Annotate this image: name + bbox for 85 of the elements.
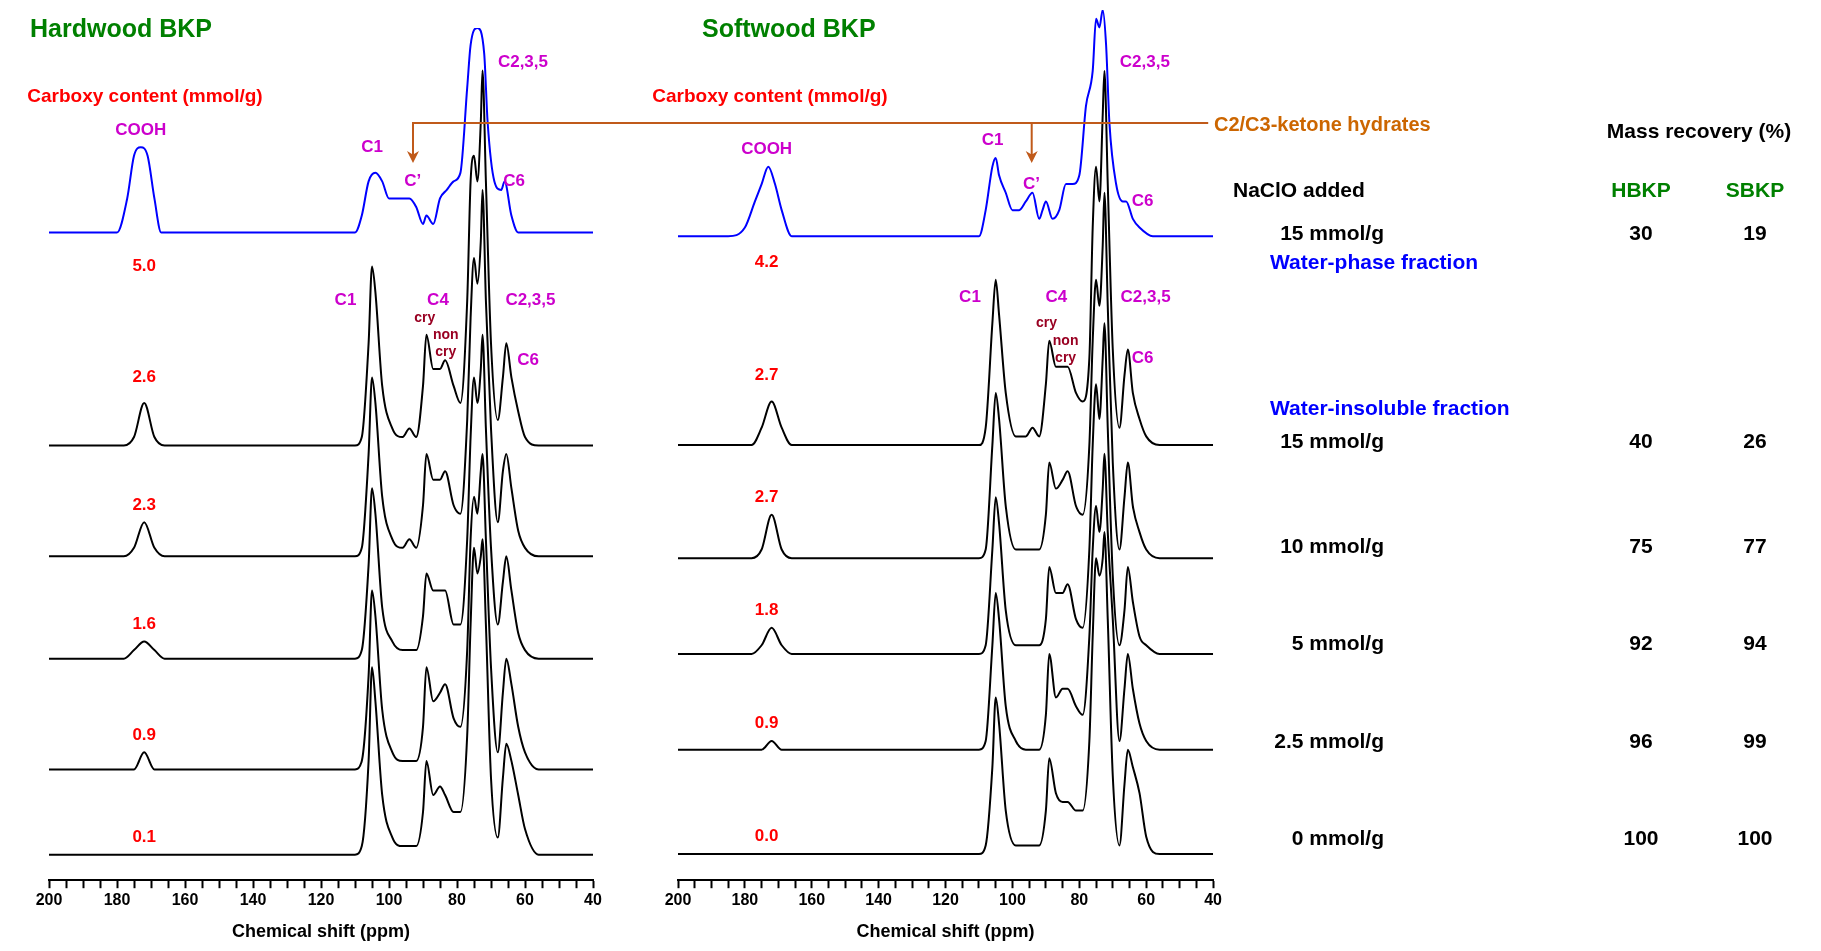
x-tick-label: 200 (664, 891, 692, 909)
text: 30 (1629, 220, 1653, 244)
x-tick-label: 140 (865, 891, 893, 909)
x-tick-label: 120 (307, 891, 335, 909)
x-tick-label: 100 (375, 891, 403, 909)
x-tick-label: 100 (999, 891, 1026, 909)
annotation: C6 (503, 171, 525, 191)
annotation: C’ (404, 171, 422, 191)
annotation: 2.7 (754, 487, 779, 506)
annotation: Carboxy content (mmol/g) (27, 85, 263, 107)
annotation: C2,3,5 (1119, 51, 1170, 71)
annotation: non (1052, 331, 1079, 348)
x-tick-label: 60 (516, 891, 534, 909)
annotation: Carboxy content (mmol/g) (652, 85, 888, 107)
text: 2.5 mmol/g (1274, 728, 1384, 752)
annotation: cry (414, 308, 436, 325)
x-tick-label: 160 (171, 891, 199, 909)
text: 19 (1743, 220, 1767, 244)
annotation: 0.0 (754, 826, 779, 846)
chart-title: Softwood BKP (702, 13, 876, 42)
annotation: C6 (1131, 191, 1154, 211)
annotation: cry (435, 342, 457, 359)
x-tick-label: 120 (932, 891, 959, 909)
text: SBKP (1725, 177, 1785, 201)
annotation: cry (1055, 348, 1077, 365)
annotation: 2.3 (132, 494, 157, 514)
annotation: cry (1036, 314, 1058, 331)
x-tick-label: 60 (1137, 891, 1156, 909)
text: Mass recovery (%) (1606, 118, 1792, 142)
text: 0 mmol/g (1291, 825, 1384, 849)
text: 75 (1629, 533, 1653, 557)
annotation: C2,3,5 (497, 51, 549, 71)
text: NaClO added (1233, 177, 1365, 201)
text: 26 (1743, 428, 1767, 452)
annotation: C4 (427, 290, 450, 310)
text: Water-phase fraction (1270, 249, 1479, 273)
text: 15 mmol/g (1280, 220, 1384, 244)
annotation: COOH (115, 119, 167, 139)
annotation: C6 (517, 350, 539, 370)
text: 99 (1743, 728, 1767, 752)
annotation: C1 (959, 286, 981, 306)
text: 100 (1623, 825, 1659, 849)
annotation: C1 (361, 137, 383, 156)
x-tick-label: 40 (584, 891, 602, 909)
text: 10 mmol/g (1280, 533, 1384, 557)
annotation: 0.1 (132, 827, 157, 847)
text: 92 (1629, 630, 1653, 654)
x-tick-label: 80 (448, 891, 466, 909)
text: Water-insoluble fraction (1270, 395, 1510, 419)
annotation: 4.2 (754, 252, 779, 272)
x-tick-label: 180 (103, 891, 131, 909)
annotation: C4 (1045, 286, 1068, 306)
text: 5 mmol/g (1291, 630, 1384, 654)
annotation: C2,3,5 (1120, 286, 1171, 306)
x-tick-label: 200 (35, 891, 63, 909)
text: 77 (1743, 533, 1767, 557)
annotation: non (432, 325, 459, 342)
text: HBKP (1611, 177, 1671, 201)
x-tick-label: 180 (731, 891, 759, 909)
annotation: C1 (981, 130, 1004, 150)
x-axis-title: Chemical shift (ppm) (856, 921, 1035, 942)
annotation: 2.6 (132, 367, 157, 387)
text: 100 (1737, 825, 1773, 849)
chart-title: Hardwood BKP (30, 13, 212, 42)
annotation: C2,3,5 (505, 290, 556, 310)
annotation: 0.9 (132, 725, 157, 745)
text: 96 (1629, 728, 1653, 752)
text: 94 (1743, 630, 1767, 654)
annotation: C6 (1131, 347, 1154, 367)
annotation: 5.0 (132, 256, 157, 276)
annotation: COOH (741, 138, 793, 158)
x-tick-label: 40 (1204, 891, 1223, 909)
x-tick-label: 160 (798, 891, 826, 909)
text: C2/C3-ketone hydrates (1214, 113, 1431, 135)
annotation: 0.9 (754, 713, 779, 733)
x-tick-label: 80 (1070, 891, 1089, 909)
annotation: 2.7 (754, 365, 779, 385)
text: 15 mmol/g (1280, 428, 1384, 452)
annotation: 1.6 (132, 614, 157, 634)
annotation: 1.8 (754, 600, 779, 620)
annotation: C’ (1023, 173, 1040, 193)
annotation: C1 (334, 290, 357, 310)
text: 40 (1629, 428, 1653, 452)
x-axis-title: Chemical shift (ppm) (231, 921, 411, 942)
x-tick-label: 140 (239, 891, 267, 909)
